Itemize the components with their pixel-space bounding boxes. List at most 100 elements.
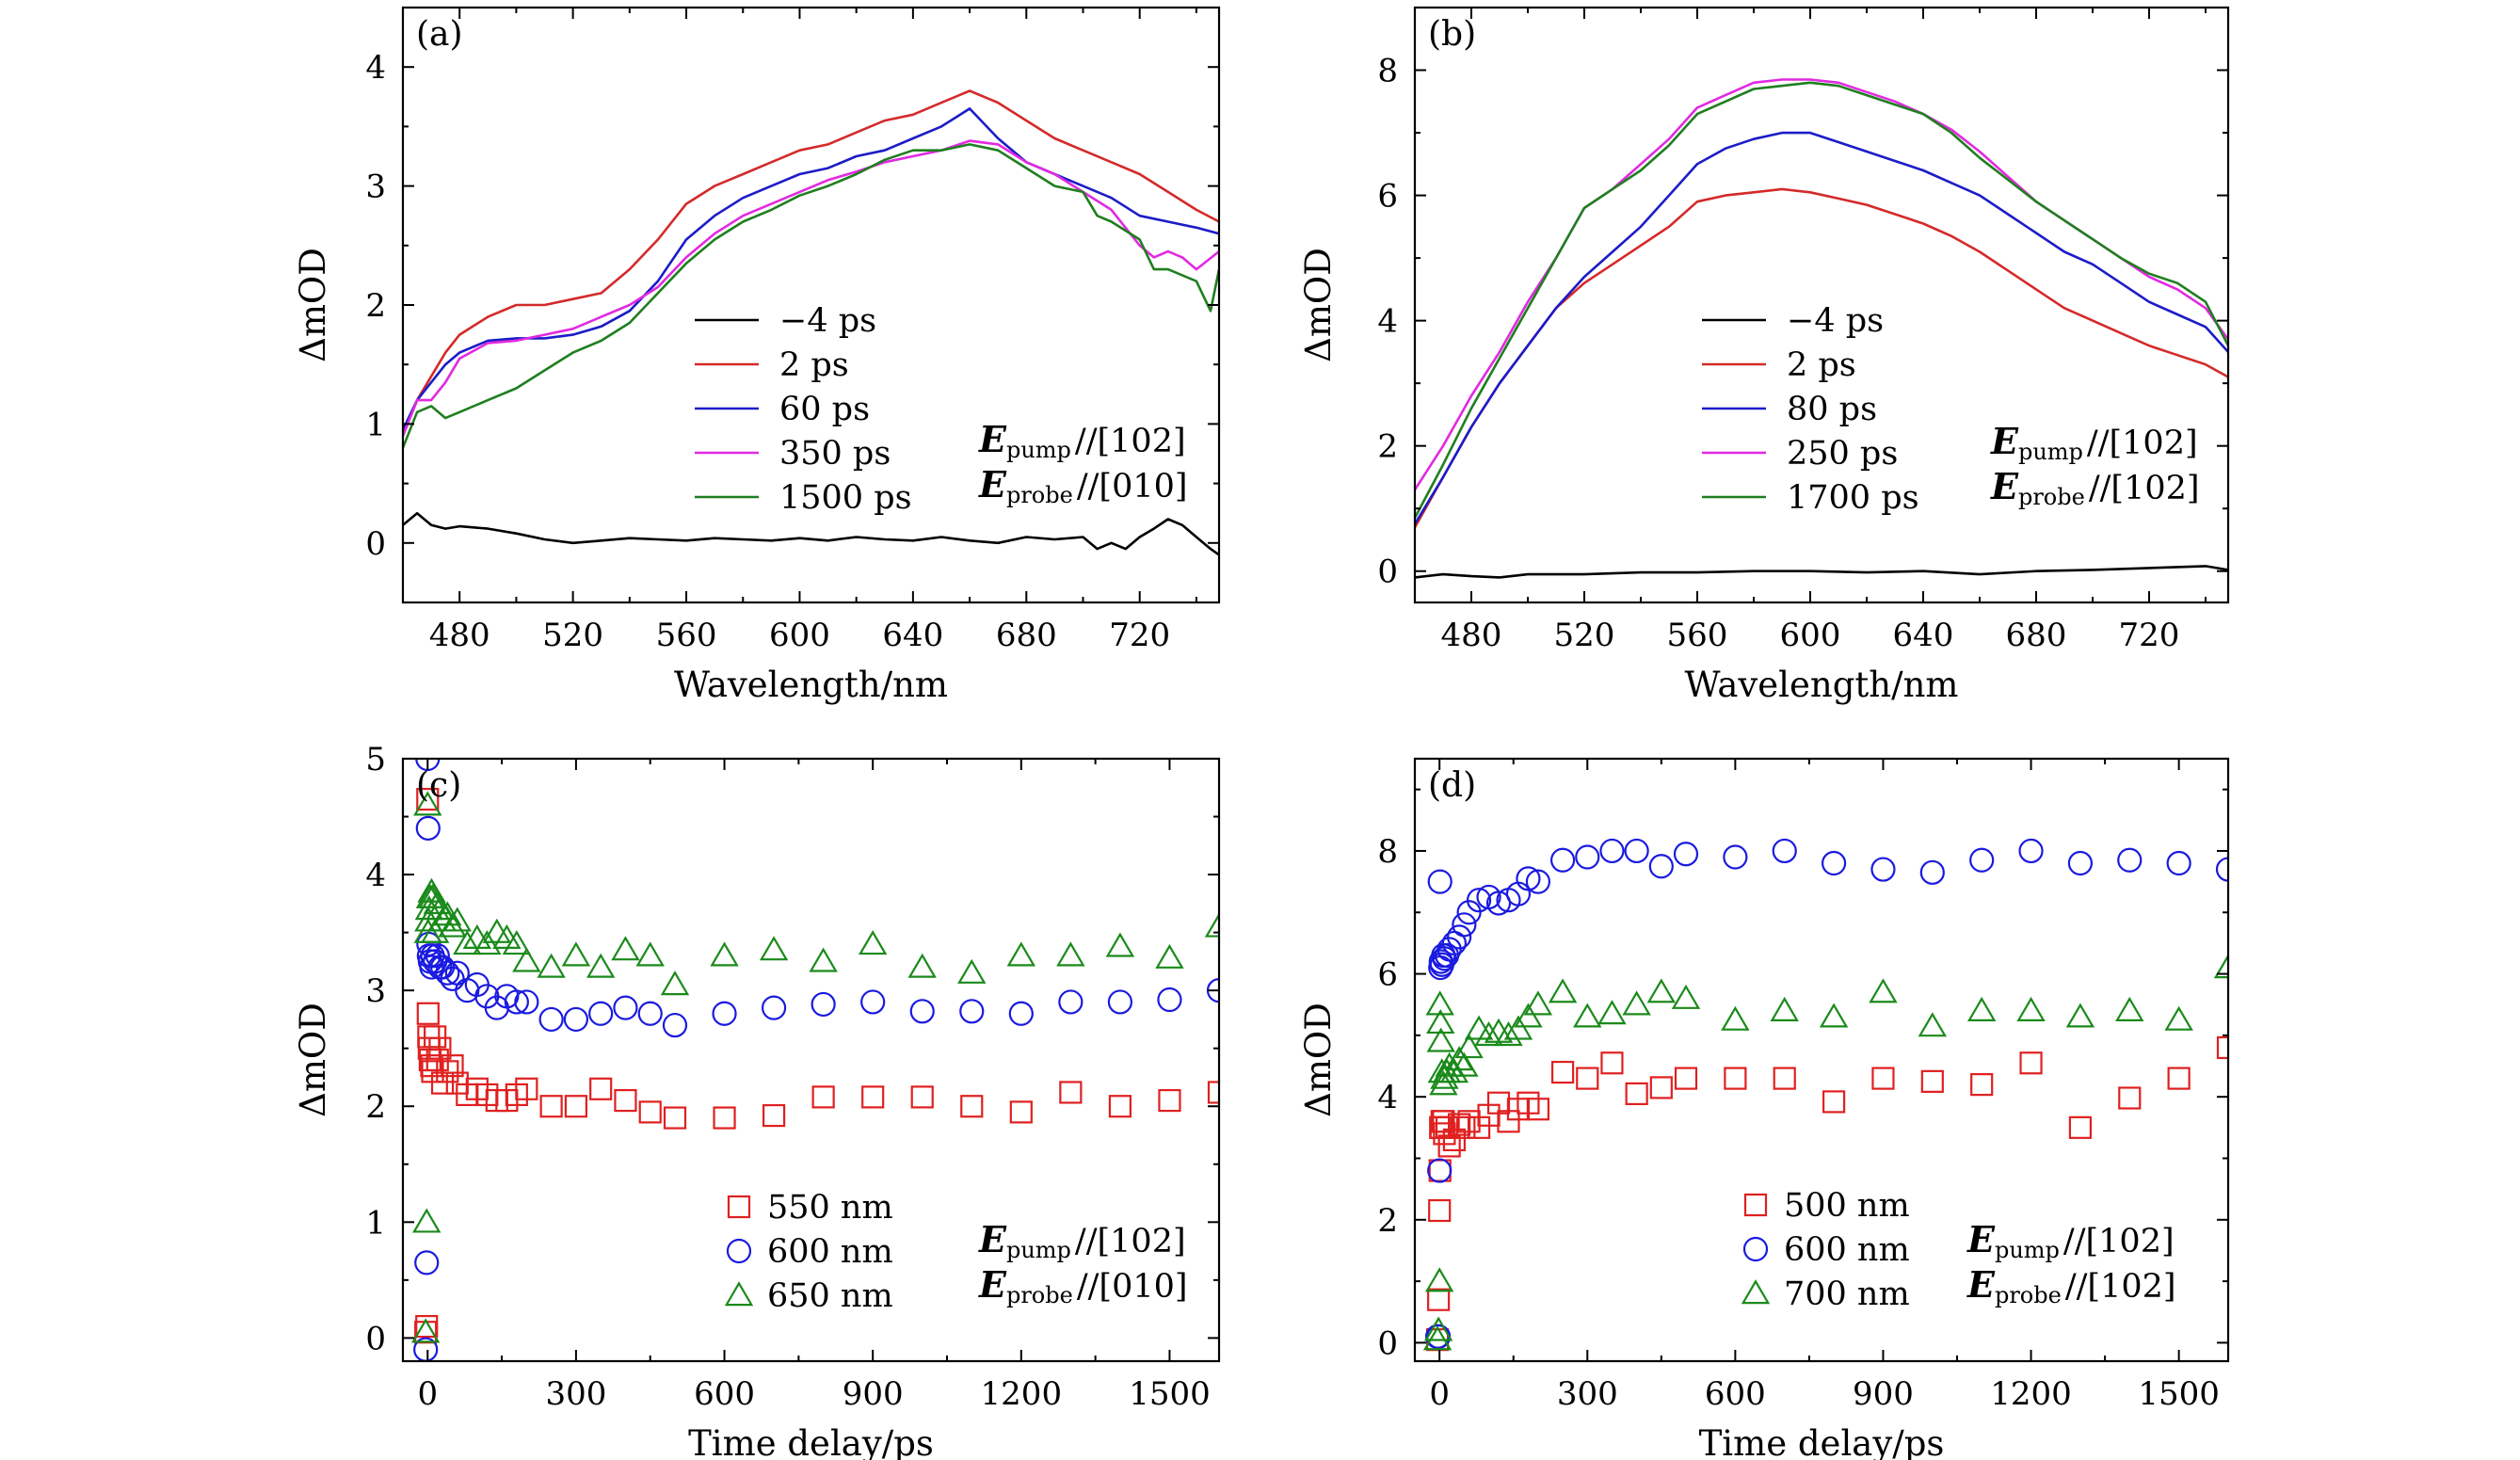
plot-frame <box>1413 6 2230 604</box>
pump-polarization: Epump//[102] <box>1990 420 2198 465</box>
x-tick-label: 1500 <box>2138 1375 2220 1413</box>
data-point-circle <box>1549 847 1576 873</box>
y-tick-label: 6 <box>1377 956 1398 994</box>
x-tick-label: 0 <box>417 1375 438 1413</box>
data-point-square <box>1724 1067 1747 1090</box>
series-line-3 <box>1415 131 2228 525</box>
data-point-square <box>564 1095 588 1118</box>
data-point-triangle <box>759 936 789 961</box>
data-point-triangle <box>410 1318 441 1343</box>
series-line-1 <box>403 511 1219 556</box>
data-point-square <box>1674 1067 1698 1090</box>
y-tick-label: 4 <box>365 857 386 894</box>
data-point-square <box>1108 1095 1132 1118</box>
panel-d: 0 300 600 900 1200 1500 0 2 4 6 8 Time delay/ps ΔmOD… <box>1298 757 2230 1460</box>
data-point-circle <box>1723 844 1748 870</box>
data-point-square <box>663 1106 687 1130</box>
legend-label-4: 350 ps <box>779 435 891 473</box>
data-point-triangle <box>1548 978 1578 1003</box>
data-point-circle <box>637 1001 663 1026</box>
data-point-circle <box>415 815 441 841</box>
legend-label-2: 2 ps <box>779 346 849 384</box>
polarization-annotation: Epump//[102]Eprobe//[010] <box>978 1218 1188 1308</box>
data-point-circle <box>1919 859 1945 885</box>
data-point-triangle <box>502 930 532 955</box>
data-point-circle <box>1575 844 1600 870</box>
data-point-circle <box>1599 838 1625 864</box>
x-tick-label: 900 <box>1853 1375 1914 1413</box>
data-point-triangle <box>1646 978 1677 1003</box>
y-tick-label: 1 <box>365 1204 386 1242</box>
data-point-square <box>1453 1115 1476 1139</box>
data-point-square <box>424 1025 447 1049</box>
data-point-triangle <box>1671 984 1701 1009</box>
data-point-square <box>638 1100 662 1124</box>
data-point-triangle <box>438 912 467 938</box>
data-point-square <box>960 1095 984 1118</box>
x-tick-label: 1200 <box>1990 1375 2072 1413</box>
data-point-circle <box>514 989 539 1015</box>
data-point-triangle <box>482 918 512 943</box>
data-point-circle <box>2166 850 2191 876</box>
data-point-square <box>589 1077 613 1100</box>
data-point-square <box>416 1002 440 1025</box>
data-point-circle <box>1772 838 1797 864</box>
y-tick-label: 0 <box>1377 1324 1398 1362</box>
y-tick-label: 0 <box>365 525 386 563</box>
data-point-square <box>1428 1198 1452 1223</box>
data-point-square <box>1207 1081 1219 1104</box>
data-point-square <box>1009 1100 1033 1124</box>
legend-label-3: 700 nm <box>1784 1275 1910 1313</box>
data-point-triangle <box>413 791 442 816</box>
legend-label-5: 1700 ps <box>1787 479 1919 517</box>
data-point-triangle <box>809 947 838 972</box>
panel-label: (b) <box>1428 15 1476 54</box>
panel-label: (a) <box>416 15 463 54</box>
data-point-circle <box>1969 847 1995 873</box>
data-point-triangle <box>425 895 455 921</box>
data-point-triangle <box>1056 941 1085 967</box>
data-point-triangle <box>1155 943 1184 969</box>
probe-polarization: Eprobe//[102] <box>1966 1263 2176 1308</box>
data-point-triangle <box>1503 1015 1533 1040</box>
data-point-triangle <box>1424 1267 1454 1292</box>
pump-polarization: Epump//[102] <box>978 418 1186 463</box>
data-point-square <box>1920 1069 1944 1093</box>
data-point-triangle <box>1741 1279 1771 1305</box>
data-point-circle <box>1624 838 1649 864</box>
legend-label-2: 600 nm <box>1784 1231 1910 1269</box>
data-point-triangle <box>1721 1005 1750 1031</box>
data-point-circle <box>504 989 529 1015</box>
data-point-square <box>416 787 440 811</box>
x-tick-label: 520 <box>542 617 603 654</box>
data-point-circle <box>1821 850 1847 876</box>
data-point-circle <box>1648 854 1674 879</box>
data-point-circle <box>1525 869 1551 894</box>
pump-polarization: Epump//[102] <box>978 1218 1186 1263</box>
panel-c: 0 300 600 900 1200 1500 0 1 2 3 4 5 Time delay/ps ΔmO… <box>293 741 1221 1460</box>
data-point-circle <box>1452 912 1477 938</box>
x-tick-label: 600 <box>1780 617 1841 654</box>
x-tick-label: 640 <box>882 617 943 654</box>
y-tick-label: 6 <box>1377 178 1398 216</box>
data-point-triangle <box>2115 996 2144 1021</box>
data-point-circle <box>909 999 935 1024</box>
y-tick-label: 4 <box>365 49 386 87</box>
data-point-triangle <box>442 906 472 932</box>
legend-label-2: 2 ps <box>1787 346 1856 384</box>
data-point-circle <box>662 1012 688 1038</box>
data-point-circle <box>563 1006 589 1033</box>
series-line-4 <box>403 139 1219 437</box>
data-point-circle <box>1516 866 1541 891</box>
data-point-triangle <box>1454 1034 1484 1059</box>
x-tick-label: 480 <box>1441 617 1502 654</box>
legend-label-2: 600 nm <box>767 1233 893 1271</box>
data-point-circle <box>1157 987 1182 1013</box>
legend-label-1: −4 ps <box>1787 302 1884 340</box>
series-2 <box>413 759 1219 1361</box>
series-3 <box>410 791 1219 1343</box>
data-point-circle <box>726 1238 752 1264</box>
series-line-5 <box>1415 81 2228 519</box>
y-tick-label: 2 <box>365 1088 386 1126</box>
